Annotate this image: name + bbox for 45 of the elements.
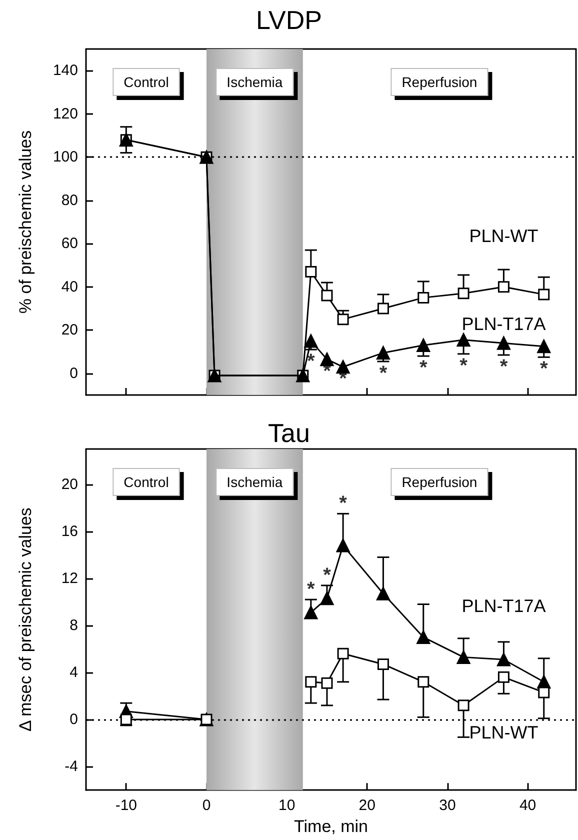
annotation: * <box>307 578 316 601</box>
series-label: PLN-WT <box>469 722 538 743</box>
x-tick-label: 40 <box>519 797 536 814</box>
annotation: * <box>500 356 508 378</box>
y-tick-label: -4 <box>64 758 78 776</box>
annotation: * <box>307 350 316 373</box>
annotation: * <box>339 492 348 515</box>
x-tick-label: 20 <box>358 797 376 814</box>
x-axis-title: Time, min <box>294 817 368 836</box>
y-tick-label: 12 <box>61 570 78 587</box>
chart-title: LVDP <box>256 5 322 35</box>
y-tick-label: 80 <box>61 192 78 209</box>
text: PLN-WT <box>469 226 538 246</box>
y-tick-label: 0 <box>70 711 78 728</box>
y-tick-label: 140 <box>52 62 78 80</box>
y-tick-label: 0 <box>70 364 78 382</box>
y-tick-label: 20 <box>61 322 78 339</box>
x-tick-label: 30 <box>439 797 456 814</box>
annotation: * <box>379 362 388 384</box>
y-tick-label: 4 <box>70 664 78 681</box>
y-tick-label: 40 <box>61 278 78 296</box>
band-label: Ischemia <box>226 74 283 90</box>
y-axis-title: % of preischemic values <box>16 130 35 314</box>
annotation: * <box>540 358 548 380</box>
band-label: Ischemia <box>226 474 283 490</box>
x-tick-label: 10 <box>278 797 296 814</box>
annotation: * <box>460 354 468 377</box>
annotation: * <box>419 357 428 380</box>
annotation: Reperfusion <box>402 74 478 90</box>
y-tick-label: 8 <box>70 616 78 634</box>
y-tick-label: 60 <box>61 235 78 252</box>
y-tick-label: 16 <box>61 522 78 540</box>
y-tick-label: 20 <box>61 476 78 493</box>
y-axis-title: Δ msec of preischemic values <box>16 508 35 732</box>
annotation: Control <box>124 474 169 490</box>
series-label: PLN-T17A <box>462 314 546 334</box>
series-label: PLN-T17A <box>462 596 546 616</box>
annotation: * <box>323 564 332 586</box>
x-tick-label: 0 <box>202 797 211 814</box>
x-tick-label: -10 <box>115 797 138 814</box>
annotation: Control <box>124 74 169 90</box>
chart-title: Tau <box>268 418 310 448</box>
annotation: Reperfusion <box>402 474 478 490</box>
y-tick-label: 100 <box>52 148 78 166</box>
y-tick-label: 120 <box>52 105 78 122</box>
